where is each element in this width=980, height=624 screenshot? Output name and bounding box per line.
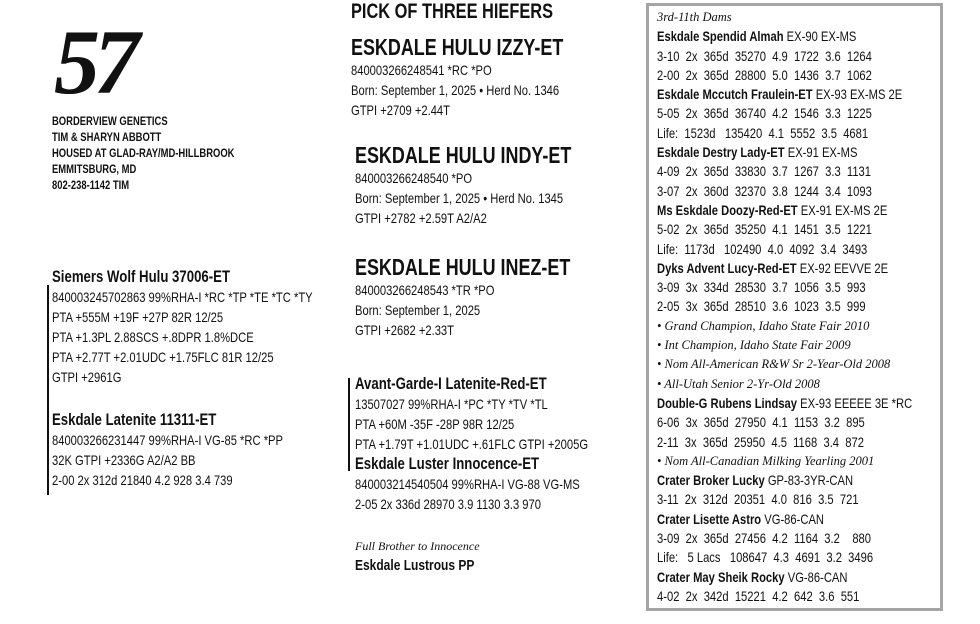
dam-entry-name: Eskdale Destry Lady-ET <box>657 144 785 161</box>
sire-line: PTA +555M +19F +27P 82R 12/25 <box>52 309 224 325</box>
dam-entry-record: Life: 1523d 135420 4.1 5552 3.5 4681 <box>657 124 869 141</box>
consignor-line: EMMITSBURG, MD <box>52 164 137 176</box>
dam-entry-record: Life: 1173d 102490 4.0 4092 3.4 3493 <box>657 240 868 257</box>
dam-entry-title: Crater May Sheik Rocky VG-86-CAN <box>657 568 912 587</box>
heifer-line: 840003266248540 *PO <box>355 170 473 186</box>
dam-entry-classification: VG-86-CAN <box>764 510 825 527</box>
dam-entry-record: 3-09 3x 334d 28530 3.7 1056 3.5 993 <box>657 279 866 296</box>
heifer-inez: ESKDALE HULU INEZ-ET 840003266248543 *TR… <box>355 254 631 340</box>
consignor-line: BORDERVIEW GENETICS <box>52 116 168 128</box>
granddam-line: 2-05 2x 336d 28970 3.9 1130 3.3 970 <box>355 496 541 512</box>
maternal-sire-line: 13507027 99%RHA-I *PC *TY *TV *TL <box>355 396 548 412</box>
dam-entry-title: Double-G Rubens Lindsay EX-93 EEEEE 3E *… <box>657 394 912 413</box>
dam-entry-classification: EX-93 EEEEE 3E *RC <box>800 394 913 411</box>
consignor-line: 802-238-1142 TIM <box>52 180 130 192</box>
dam-entry-record: 3-10 2x 365d 35270 4.9 1722 3.6 1264 <box>657 47 872 64</box>
dam-entry-note: • Nom All-Canadian Milking Yearling 2001 <box>657 453 875 468</box>
dam-entry-classification: VG-86-CAN <box>787 568 848 585</box>
maternal-sire-block: Avant-Garde-I Latenite-Red-ET 13507027 9… <box>355 374 646 514</box>
heifer-line: 840003266248541 *RC *PO <box>351 62 492 78</box>
maternal-sire-line: PTA +60M -35F -28P 98R 12/25 <box>355 416 515 432</box>
granddam-line: 840003214540504 99%RHA-I VG-88 VG-MS <box>355 476 580 492</box>
heifer-indy: ESKDALE HULU INDY-ET 840003266248540 *PO… <box>355 142 632 228</box>
sibling-name: Eskdale Lustrous PP <box>355 557 475 574</box>
dam-entry-record: 2-11 3x 365d 25950 4.5 1168 3.4 872 <box>657 433 864 450</box>
dam-entry-classification: EX-91 EX-MS 2E <box>800 201 888 218</box>
dam-entry-record: 5-05 2x 365d 36740 4.2 1546 3.3 1225 <box>657 105 872 122</box>
dam-entry-name: Eskdale Spendid Almah <box>657 28 784 45</box>
sire-line: 840003245702863 99%RHA-I *RC *TP *TE *TC… <box>52 289 313 305</box>
maternal-bracket <box>348 378 350 471</box>
consignor-line: TIM & SHARYN ABBOTT <box>52 132 162 144</box>
maternal-sire-line: PTA +1.79T +1.01UDC +.61FLC GTPI +2005G <box>355 436 589 452</box>
sire-block: Siemers Wolf Hulu 37006-ET 8400032457028… <box>52 267 378 387</box>
dam-entry-record: 5-02 2x 365d 35250 4.1 1451 3.5 1221 <box>657 221 872 238</box>
dam-entry-note: • All-Utah Senior 2-Yr-Old 2008 <box>657 376 820 391</box>
sibling-note: Full Brother to Innocence <box>355 539 480 553</box>
dam-entry-classification: EX-93 EX-MS 2E <box>815 86 903 103</box>
dam-entry-classification: EX-90 EX-MS <box>786 28 857 45</box>
heifer-line: GTPI +2782 +2.59T A2/A2 <box>355 210 487 226</box>
granddam-name: Eskdale Luster Innocence-ET <box>355 455 540 473</box>
dams-list: 3rd-11th Dams Eskdale Spendid Almah EX-9… <box>657 8 976 606</box>
heifer-line: GTPI +2682 +2.33T <box>355 322 454 338</box>
consignor-line: HOUSED AT GLAD-RAY/MD-HILLBROOK <box>52 148 235 160</box>
dam-entry-name: Dyks Advent Lucy-Red-ET <box>657 259 797 276</box>
dam-entry-record: 3-11 2x 312d 20351 4.0 816 3.5 721 <box>657 491 859 508</box>
dam-entry-record: 4-09 2x 365d 33830 3.7 1267 3.3 1131 <box>657 163 872 180</box>
heifer-line: GTPI +2709 +2.44T <box>351 102 450 118</box>
dam-entry-note: • Int Champion, Idaho State Fair 2009 <box>657 338 851 353</box>
sire-line: PTA +2.77T +2.01UDC +1.75FLC 81R 12/25 <box>52 349 274 365</box>
dam-entry-title: Eskdale Destry Lady-ET EX-91 EX-MS <box>657 143 912 162</box>
dam-entry-classification: EX-92 EEVVE 2E <box>799 259 889 276</box>
dam-block: Eskdale Latenite 11311-ET 84000326623144… <box>52 410 341 490</box>
dams-heading: 3rd-11th Dams <box>657 10 732 24</box>
dam-entry-name: Ms Eskdale Doozy-Red-ET <box>657 201 798 218</box>
dam-entry-record: 3-09 2x 365d 27456 4.2 1164 3.2 880 <box>657 530 872 547</box>
dam-entry-name: Double-G Rubens Lindsay <box>657 394 798 411</box>
dam-entry-name: Crater May Sheik Rocky <box>657 568 785 585</box>
dam-entry-record: 2-00 2x 365d 28800 5.0 1436 3.7 1062 <box>657 66 872 83</box>
consignor-info: BORDERVIEW GENETICS TIM & SHARYN ABBOTT … <box>52 114 275 194</box>
maternal-sire-name: Avant-Garde-I Latenite-Red-ET <box>355 375 547 393</box>
dam-entry-record: 6-06 3x 365d 27950 4.1 1153 3.2 895 <box>657 414 865 431</box>
heifer-line: Born: September 1, 2025 • Herd No. 1345 <box>355 190 564 206</box>
dam-entry-classification: GP-83-3YR-CAN <box>767 472 854 489</box>
pedigree-bracket <box>47 285 49 495</box>
dam-name: Eskdale Latenite 11311-ET <box>52 411 217 429</box>
dam-entry-classification: EX-91 EX-MS <box>787 144 858 161</box>
dam-entry-record: Life: 5 Lacs 108647 4.3 4691 3.2 3496 <box>657 549 874 566</box>
dam-line: 2-00 2x 312d 21840 4.2 928 3.4 739 <box>52 472 233 488</box>
dam-entry-title: Eskdale Mccutch Fraulein-ET EX-93 EX-MS … <box>657 85 912 104</box>
heifer-name: ESKDALE HULU INDY-ET <box>355 142 572 168</box>
dam-entry-title: Eskdale Spendid Almah EX-90 EX-MS <box>657 27 912 46</box>
heifer-name: ESKDALE HULU IZZY-ET <box>351 34 564 60</box>
offering-heading: PICK OF THREE HIEFERS <box>351 0 554 23</box>
sire-name: Siemers Wolf Hulu 37006-ET <box>52 268 231 286</box>
dam-entry-name: Crater Broker Lucky <box>657 472 765 489</box>
heifer-izzy: ESKDALE HULU IZZY-ET 840003266248541 *RC… <box>351 34 623 120</box>
heifer-line: Born: September 1, 2025 • Herd No. 1346 <box>351 82 560 98</box>
dam-entry-record: 2-05 3x 365d 28510 3.6 1023 3.5 999 <box>657 298 866 315</box>
dam-entry-title: Crater Broker Lucky GP-83-3YR-CAN <box>657 471 912 490</box>
dam-line: 840003266231447 99%RHA-I VG-85 *RC *PP <box>52 432 283 448</box>
dam-entry-record: 3-07 2x 360d 32370 3.8 1244 3.4 1093 <box>657 182 872 199</box>
heifer-name: ESKDALE HULU INEZ-ET <box>355 254 571 280</box>
lot-number: 57 <box>54 11 140 113</box>
dam-entry-title: Crater Lisette Astro VG-86-CAN <box>657 510 912 529</box>
sibling-block: Full Brother to Innocence Eskdale Lustro… <box>355 536 504 576</box>
dam-entry-title: Ms Eskdale Doozy-Red-ET EX-91 EX-MS 2E <box>657 201 912 220</box>
dam-entry-name: Eskdale Mccutch Fraulein-ET <box>657 86 813 103</box>
dam-entry-note: • Nom All-American R&W Sr 2-Year-Old 200… <box>657 357 891 372</box>
dam-entry-record: 4-02 2x 342d 15221 4.2 642 3.6 551 <box>657 587 860 604</box>
dam-entry-title: Dyks Advent Lucy-Red-ET EX-92 EEVVE 2E <box>657 259 912 278</box>
dams-panel: 3rd-11th Dams Eskdale Spendid Almah EX-9… <box>646 3 943 611</box>
dam-line: 32K GTPI +2336G A2/A2 BB <box>52 452 196 468</box>
sire-line: GTPI +2961G <box>52 369 122 385</box>
heifer-line: Born: September 1, 2025 <box>355 302 481 318</box>
dam-entry-note: • Grand Champion, Idaho State Fair 2010 <box>657 318 870 333</box>
dam-entry-name: Crater Lisette Astro <box>657 510 762 527</box>
heifer-line: 840003266248543 *TR *PO <box>355 282 495 298</box>
sire-line: PTA +1.3PL 2.88SCS +.8DPR 1.8%DCE <box>52 329 254 345</box>
